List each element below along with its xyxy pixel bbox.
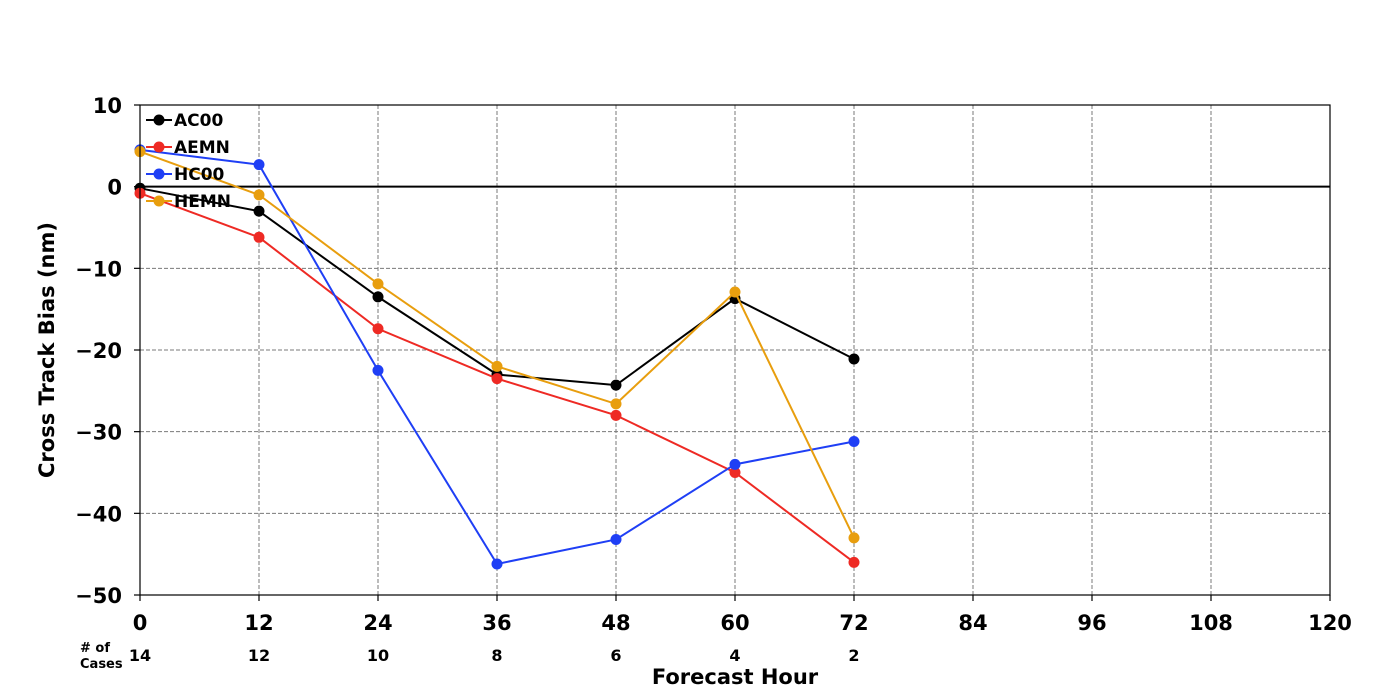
- cases-value-48: 6: [610, 646, 621, 665]
- cases-value-12: 12: [248, 646, 270, 665]
- series-aemn: [134, 187, 860, 568]
- y-axis-title: Cross Track Bias (nm): [35, 222, 59, 478]
- y-tick-label-10: 10: [93, 94, 122, 118]
- point-aemn-72: [848, 556, 860, 568]
- point-hemn-60: [729, 286, 741, 298]
- legend-marker-hc00: [153, 168, 165, 180]
- x-tick-label-12: 12: [244, 611, 273, 635]
- x-tick-label-36: 36: [482, 611, 511, 635]
- legend-marker-aemn: [153, 141, 165, 153]
- point-aemn-60: [729, 467, 741, 478]
- point-hc00-48: [610, 533, 622, 545]
- point-hemn-24: [372, 278, 384, 290]
- x-axis-ticks: 0 12 24 36 48 60 72 84 96 108 120: [133, 595, 1352, 635]
- legend-item-hemn: HEMN: [146, 192, 231, 212]
- cases-label-line1: # of: [80, 641, 110, 656]
- point-ac00-24: [372, 291, 384, 303]
- y-tick-label--10: −10: [75, 257, 122, 281]
- point-hemn-72: [848, 532, 860, 544]
- y-tick-label--40: −40: [75, 502, 122, 526]
- point-hemn-12: [253, 189, 265, 201]
- x-tick-label-24: 24: [363, 611, 392, 635]
- legend-label-hemn: HEMN: [174, 192, 231, 212]
- legend-label-ac00: AC00: [174, 111, 223, 131]
- series-hemn: [134, 146, 860, 544]
- legend-marker-ac00: [153, 114, 165, 126]
- point-hemn-36: [491, 360, 503, 372]
- series-lines: [134, 144, 860, 570]
- point-ac00-48: [610, 379, 622, 391]
- point-hc00-12: [253, 159, 265, 171]
- x-tick-label-96: 96: [1077, 611, 1106, 635]
- y-tick-label-0: 0: [107, 176, 122, 200]
- legend-label-hc00: HC00: [174, 165, 225, 185]
- legend-item-ac00: AC00: [146, 111, 223, 131]
- legend-label-aemn: AEMN: [174, 138, 230, 158]
- cases-value-72: 2: [848, 646, 859, 665]
- grid-lines: [140, 105, 1330, 595]
- point-hc00-24: [372, 364, 384, 376]
- y-tick-label--20: −20: [75, 339, 122, 363]
- point-aemn-12: [253, 231, 265, 243]
- x-tick-label-48: 48: [601, 611, 630, 635]
- legend-item-aemn: AEMN: [146, 138, 230, 158]
- y-tick-label--30: −30: [75, 421, 122, 445]
- legend-item-hc00: HC00: [146, 165, 225, 185]
- cases-label-line2: Cases: [80, 657, 123, 672]
- point-ac00-72: [848, 353, 860, 365]
- cases-value-0: 14: [129, 646, 151, 665]
- point-aemn-36: [491, 373, 503, 385]
- x-tick-label-84: 84: [958, 611, 987, 635]
- cases-value-24: 10: [367, 646, 389, 665]
- point-hc00-60: [729, 458, 741, 470]
- point-aemn-24: [372, 323, 384, 335]
- cases-value-36: 8: [491, 646, 502, 665]
- cases-value-60: 4: [729, 646, 740, 665]
- point-aemn-48: [610, 409, 622, 421]
- x-tick-label-0: 0: [133, 611, 148, 635]
- legend: AC00 AEMN HC00 HEMN: [146, 111, 231, 212]
- point-hc00-36: [491, 558, 503, 570]
- cases-row: # of Cases 14 12 10 8 6 4 2: [80, 641, 860, 672]
- x-tick-label-72: 72: [839, 611, 868, 635]
- x-tick-label-120: 120: [1308, 611, 1352, 635]
- point-hemn-48: [610, 398, 622, 410]
- point-ac00-12: [253, 205, 265, 217]
- x-tick-label-60: 60: [720, 611, 749, 635]
- legend-marker-hemn: [153, 195, 165, 207]
- x-tick-label-108: 108: [1189, 611, 1233, 635]
- point-hc00-72: [848, 435, 860, 447]
- y-tick-label--50: −50: [75, 584, 122, 608]
- x-axis-title: Forecast Hour: [652, 665, 819, 689]
- y-axis-ticks: 10 0 −10 −20 −30 −40 −50: [75, 94, 140, 608]
